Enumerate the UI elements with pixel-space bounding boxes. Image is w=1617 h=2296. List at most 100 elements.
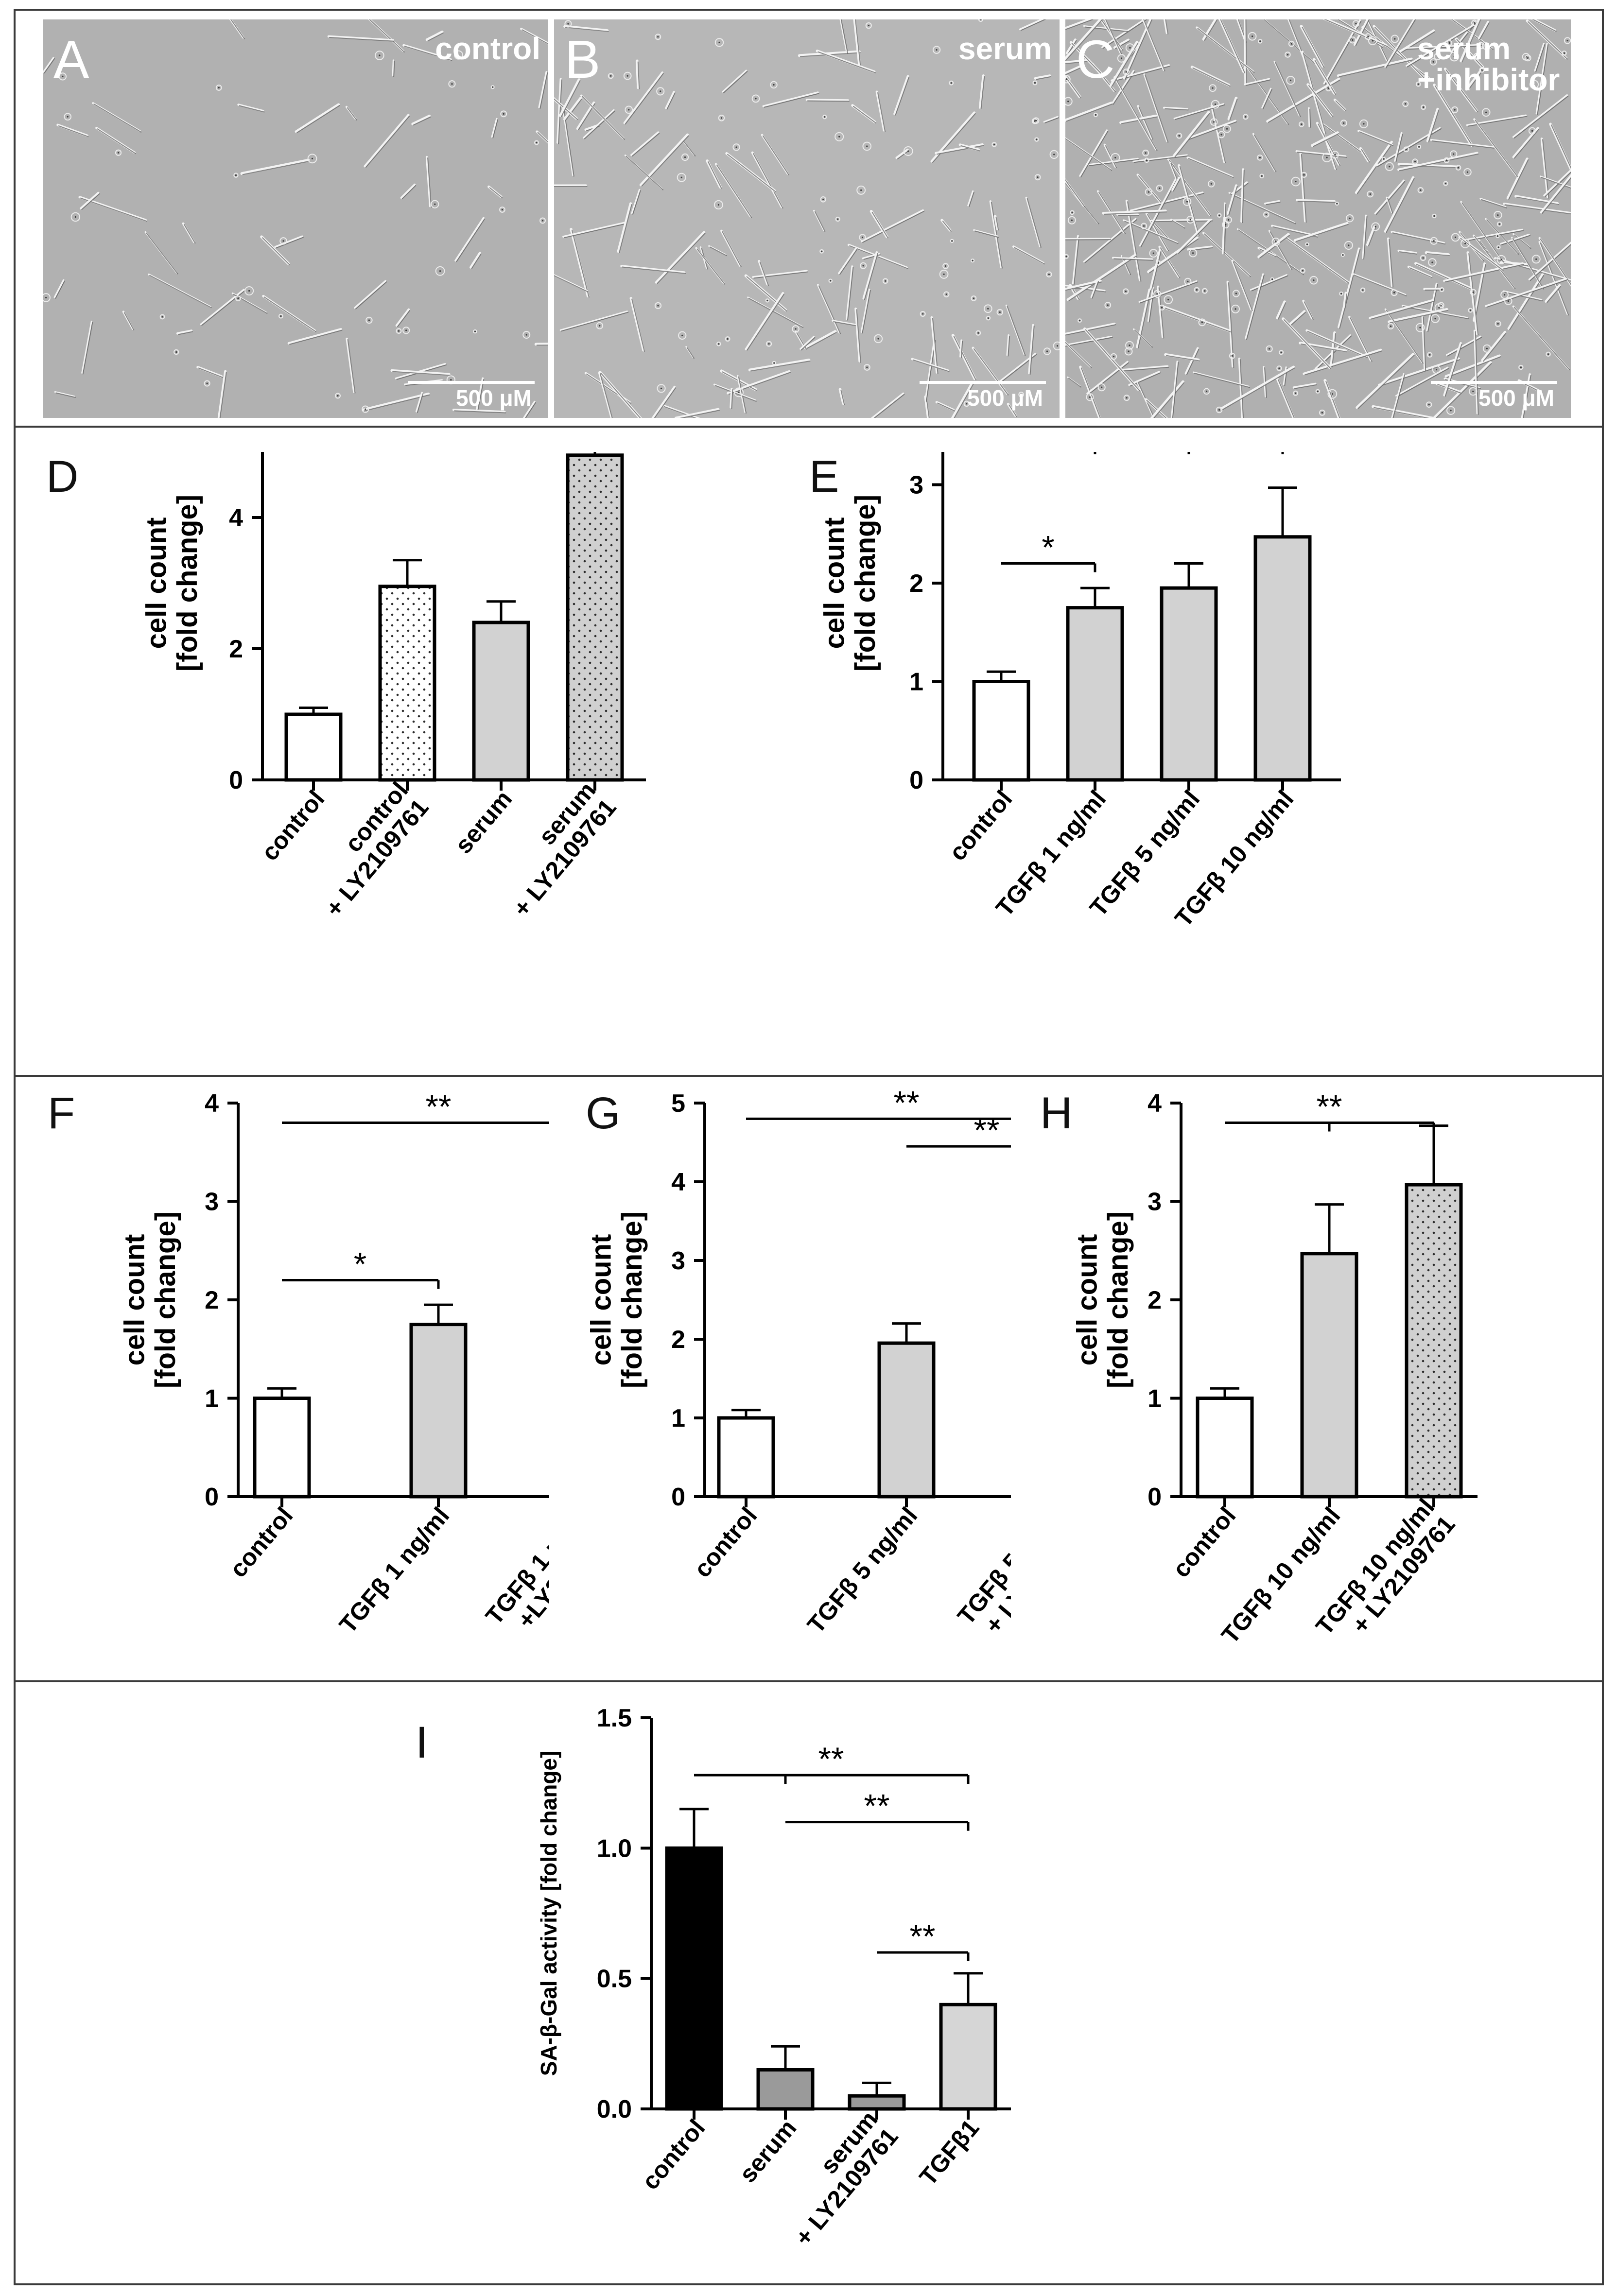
cell xyxy=(893,75,909,115)
cell-edge xyxy=(1044,117,1060,123)
cell xyxy=(1289,310,1306,326)
round-cell xyxy=(1371,222,1380,231)
round-cell-core xyxy=(1383,158,1385,160)
cell-edge xyxy=(980,76,985,109)
round-cell xyxy=(1473,52,1481,60)
round-cell xyxy=(716,341,721,346)
cell-edge xyxy=(1483,332,1507,362)
cell-edge xyxy=(1426,253,1450,257)
cell xyxy=(1512,94,1568,138)
round-cell xyxy=(1111,153,1120,163)
cell xyxy=(1240,168,1244,223)
cell xyxy=(1245,273,1264,340)
cell-edge xyxy=(1026,198,1042,248)
cell-edge xyxy=(1113,71,1135,105)
round-cell-core xyxy=(945,293,947,295)
cell xyxy=(832,320,858,326)
cell-edge xyxy=(1387,198,1393,214)
cell-edge xyxy=(855,19,861,68)
cell-edge xyxy=(1399,31,1435,54)
cell xyxy=(1065,182,1099,224)
round-cell xyxy=(1446,40,1453,46)
round-cell-core xyxy=(282,240,284,242)
cell-edge xyxy=(1513,307,1570,370)
round-cell xyxy=(1468,308,1473,313)
cell-edge xyxy=(1113,258,1154,261)
round-cell xyxy=(1305,242,1309,247)
y-tick-label: 4 xyxy=(1148,1089,1162,1118)
round-cell xyxy=(1479,67,1485,73)
round-cell-core xyxy=(405,329,407,331)
cell-edge xyxy=(912,359,950,372)
round-cell xyxy=(828,278,833,283)
round-cell xyxy=(1065,97,1073,106)
cell xyxy=(415,392,423,413)
cell-edge xyxy=(856,309,861,363)
round-cell-core xyxy=(944,265,947,267)
round-cell-core xyxy=(1275,241,1277,243)
round-cell xyxy=(718,115,725,121)
cell-edge xyxy=(1295,224,1349,242)
round-cell xyxy=(983,304,992,313)
round-cell xyxy=(1078,318,1082,323)
round-cell-core xyxy=(830,280,832,282)
cell xyxy=(951,381,974,418)
round-cell xyxy=(1432,213,1437,219)
round-cell xyxy=(1117,54,1126,63)
round-cell-core xyxy=(1520,366,1522,368)
y-axis-label: cell count[fold change] xyxy=(140,495,203,672)
cell-edge xyxy=(1359,131,1393,146)
cell-edge xyxy=(1509,275,1545,330)
round-cell-core xyxy=(936,49,938,51)
cell-edge xyxy=(973,348,1009,396)
cell-edge xyxy=(1065,61,1091,64)
cell xyxy=(327,35,395,42)
round-cell-core xyxy=(1295,392,1297,394)
bar xyxy=(1066,606,1124,782)
cell-edge xyxy=(839,249,857,275)
cell xyxy=(1025,196,1041,247)
cell-texture xyxy=(554,19,1060,418)
round-cell xyxy=(1367,190,1374,198)
cell xyxy=(1083,218,1137,263)
round-cell-core xyxy=(1159,187,1161,189)
round-cell xyxy=(278,313,283,319)
cell xyxy=(665,90,676,109)
round-cell xyxy=(1184,277,1192,285)
round-cell xyxy=(1285,52,1291,58)
cell-edge xyxy=(1268,79,1340,123)
cell-edge xyxy=(1102,19,1148,49)
round-cell xyxy=(1194,287,1200,293)
cell xyxy=(623,71,663,124)
round-cell-core xyxy=(1390,325,1392,327)
bar xyxy=(378,585,436,782)
round-cell-core xyxy=(717,204,719,206)
cell-edge xyxy=(753,153,783,209)
cell xyxy=(655,231,706,284)
cell xyxy=(1043,116,1059,123)
round-cell xyxy=(1524,54,1531,62)
cell-edge xyxy=(1427,284,1438,332)
round-cell-core xyxy=(1450,410,1452,412)
round-cell xyxy=(1198,318,1206,327)
round-cell xyxy=(1427,352,1433,358)
cell-edge xyxy=(1125,19,1153,80)
round-cell xyxy=(1156,185,1164,192)
bar xyxy=(1300,1252,1358,1499)
round-cell xyxy=(1164,295,1173,305)
cell-edge xyxy=(1460,238,1504,271)
round-cell-core xyxy=(738,391,740,393)
cell-edge xyxy=(666,92,676,110)
cell-edge xyxy=(619,204,632,253)
round-cell-core xyxy=(1464,242,1466,244)
cell xyxy=(629,297,645,352)
y-tick-label: 3 xyxy=(1148,1188,1162,1216)
round-cell xyxy=(1481,108,1491,117)
cell xyxy=(1378,357,1460,386)
round-cell-core xyxy=(1187,280,1189,282)
cell-edge xyxy=(1007,306,1026,356)
bar xyxy=(756,2068,815,2111)
round-cell-core xyxy=(1453,55,1455,58)
round-cell-core xyxy=(680,176,682,178)
cell-edge xyxy=(1137,381,1155,418)
